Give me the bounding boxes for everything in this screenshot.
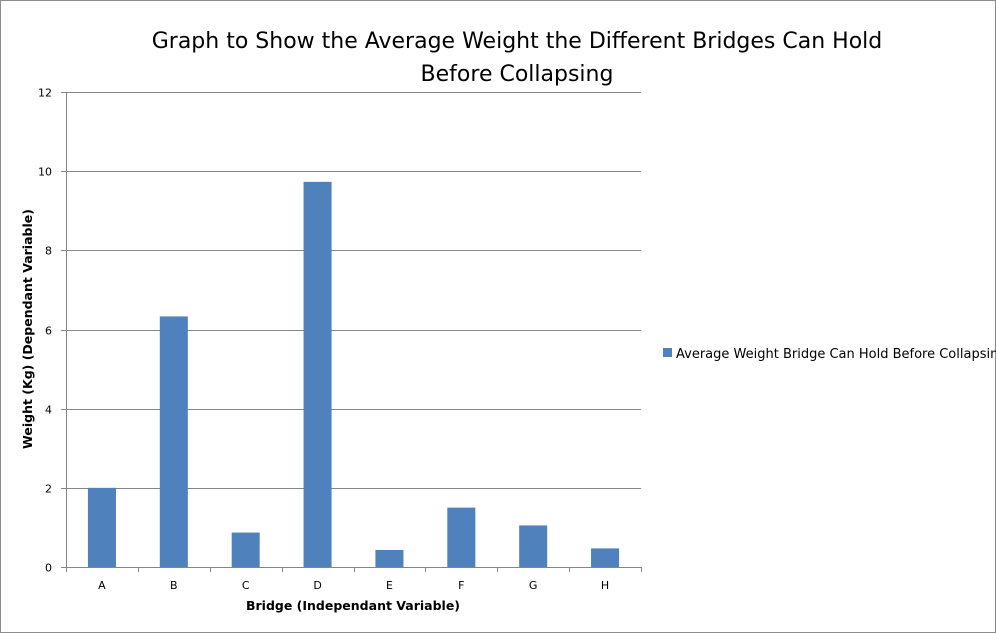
x-tick-label: H — [601, 579, 609, 592]
bar-e — [375, 549, 404, 567]
x-tick-label: F — [458, 579, 464, 592]
chart-title-line-2: Before Collapsing — [421, 62, 614, 87]
x-axis-title: Bridge (Independant Variable) — [246, 598, 460, 613]
x-tick-labels: A B C D E F G H — [98, 579, 609, 592]
axes — [61, 92, 642, 572]
y-tick-label: 6 — [45, 325, 52, 338]
legend-label: Average Weight Bridge Can Hold Before Co… — [676, 347, 996, 362]
bar-b — [159, 316, 188, 567]
y-tick-label: 10 — [38, 166, 52, 179]
y-tick-label: 12 — [38, 87, 52, 100]
bar-d — [303, 181, 332, 567]
bar-h — [591, 548, 620, 567]
y-tick-labels: 0 2 4 6 8 10 12 — [38, 87, 52, 575]
y-tick-label: 8 — [45, 245, 52, 258]
y-axis-title: Weight (Kg) (Dependant Variable) — [20, 209, 35, 449]
legend-swatch — [663, 348, 672, 357]
bar-a — [87, 487, 116, 567]
x-tick-label: E — [386, 579, 393, 592]
chart-title-line-1: Graph to Show the Average Weight the Dif… — [152, 29, 883, 54]
bar-g — [519, 525, 548, 567]
bar-c — [231, 532, 260, 567]
x-tick-label: D — [313, 579, 321, 592]
x-tick-label: B — [170, 579, 178, 592]
y-tick-label: 2 — [45, 483, 52, 496]
bar-f — [447, 507, 476, 567]
legend: Average Weight Bridge Can Hold Before Co… — [663, 347, 996, 362]
y-tick-label: 4 — [45, 404, 52, 417]
bars — [87, 181, 620, 567]
gridlines — [66, 92, 641, 489]
y-tick-label: 0 — [45, 562, 52, 575]
x-tick-label: C — [242, 579, 250, 592]
x-tick-label: A — [98, 579, 106, 592]
x-tick-label: G — [529, 579, 538, 592]
